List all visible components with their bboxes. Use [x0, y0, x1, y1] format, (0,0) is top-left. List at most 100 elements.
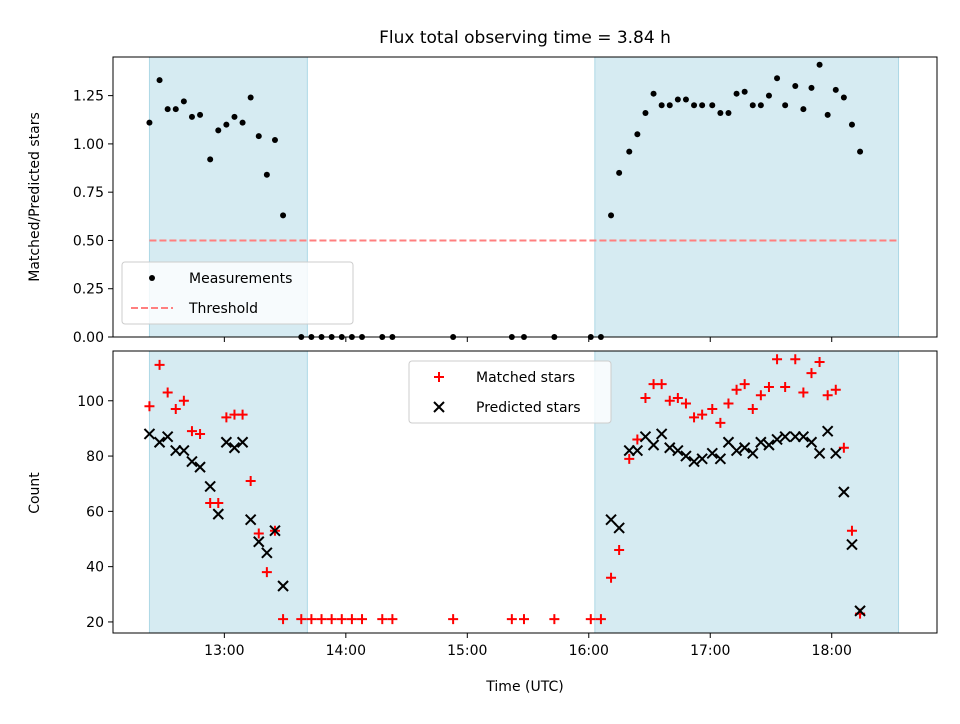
- predicted-star-marker: [244, 513, 257, 526]
- measurement-point: [642, 110, 649, 116]
- measurement-point: [682, 96, 689, 103]
- matched-star-marker: [170, 404, 181, 415]
- measurement-point: [626, 148, 633, 155]
- matched-star-marker: [253, 528, 264, 539]
- predicted-star-marker: [143, 428, 156, 440]
- measurement-point: [709, 102, 716, 109]
- matched-star-marker: [377, 614, 388, 625]
- predicted-star-marker: [204, 480, 216, 493]
- bottom-legend: Matched stars Predicted stars: [408, 360, 612, 424]
- legend-box: [408, 360, 612, 424]
- matched-star-marker: [846, 525, 857, 536]
- measurement-point: [674, 96, 681, 103]
- measurement-point: [280, 212, 287, 219]
- predicted-star-marker: [805, 436, 818, 448]
- measurement-point: [840, 94, 847, 101]
- y-tick-label: 60: [86, 504, 104, 520]
- measurement-point: [816, 61, 823, 68]
- predicted-star-marker: [161, 430, 174, 443]
- predicted-star-marker: [170, 444, 182, 457]
- measurement-point: [634, 131, 641, 138]
- matched-star-marker: [195, 428, 206, 439]
- legend-label: Measurements: [189, 271, 292, 287]
- measurement-point: [239, 119, 246, 126]
- predicted-star-marker: [623, 444, 635, 457]
- predicted-star-marker: [277, 580, 289, 592]
- matched-star-marker: [664, 395, 675, 406]
- measurement-point: [857, 148, 864, 155]
- matched-star-marker: [739, 379, 750, 390]
- predicted-star-marker: [771, 433, 783, 446]
- x-tick-label: 13:00: [204, 643, 244, 659]
- matched-star-marker: [448, 614, 459, 625]
- measurement-point: [792, 82, 799, 89]
- matched-star-marker: [245, 475, 256, 486]
- matched-star-marker: [261, 567, 272, 578]
- predicted-star-marker: [178, 444, 190, 457]
- predicted-star-marker: [738, 442, 751, 454]
- predicted-star-marker: [631, 444, 644, 457]
- predicted-star-marker: [269, 524, 281, 537]
- matched-star-marker: [822, 390, 833, 401]
- predicted-star-marker: [236, 436, 249, 448]
- measurement-point: [263, 171, 270, 178]
- measurement-point: [832, 86, 839, 93]
- measurement-point: [749, 102, 756, 109]
- predicted-star-marker: [696, 453, 708, 465]
- measurement-point: [164, 106, 171, 113]
- predicted-star-marker: [664, 442, 676, 454]
- predicted-star-marker: [680, 450, 692, 462]
- matched-star-marker: [221, 412, 232, 423]
- predicted-star-marker: [186, 455, 198, 468]
- matched-star-marker: [672, 393, 683, 403]
- matched-star-marker: [357, 614, 368, 625]
- predicted-star-marker: [613, 522, 625, 534]
- matched-star-marker: [296, 614, 307, 625]
- observing-window: [148, 350, 308, 634]
- measurement-point: [800, 106, 807, 113]
- y-tick-label: 1.25: [73, 89, 104, 105]
- matched-star-marker: [707, 404, 718, 415]
- matched-star-marker: [715, 417, 726, 428]
- matched-star-marker: [278, 614, 289, 625]
- matched-star-marker: [780, 381, 791, 392]
- x-axis-label: Time (UTC): [485, 679, 563, 695]
- matched-star-marker: [237, 409, 248, 420]
- legend-label: Predicted stars: [476, 400, 581, 416]
- matched-star-marker: [798, 387, 809, 398]
- predicted-star-marker: [730, 444, 743, 457]
- chart-title: Flux total observing time = 3.84 h: [379, 28, 671, 48]
- matched-star-marker: [518, 614, 529, 625]
- predicted-star-marker: [706, 447, 718, 460]
- matched-star-marker: [680, 398, 691, 409]
- predicted-star-marker: [838, 486, 850, 498]
- predicted-star-marker: [220, 436, 233, 448]
- predicted-star-marker: [797, 430, 810, 443]
- matched-star-marker: [595, 614, 606, 625]
- measurement-point: [733, 90, 740, 97]
- measurement-point: [824, 111, 831, 118]
- predicted-star-marker: [153, 436, 166, 448]
- measurement-point: [223, 121, 230, 128]
- top-axes-frame: [112, 56, 938, 338]
- predicted-star-marker: [647, 439, 660, 451]
- measurement-point: [741, 88, 748, 95]
- matched-star-marker: [213, 498, 224, 509]
- measurement-point: [808, 84, 815, 91]
- matched-star-marker: [336, 614, 347, 625]
- x-tick-label: 18:00: [812, 643, 852, 659]
- y-tick-label: 100: [77, 394, 104, 410]
- matched-star-marker: [723, 398, 734, 409]
- measurement-point: [215, 127, 222, 134]
- measurement-point: [180, 98, 187, 105]
- predicted-star-marker: [755, 436, 767, 448]
- measurement-point: [616, 169, 623, 176]
- y-tick-label: 20: [86, 615, 104, 631]
- matched-star-marker: [178, 395, 189, 406]
- measurement-point: [207, 156, 214, 163]
- measurement-point: [271, 137, 278, 144]
- matched-star-marker: [747, 404, 758, 415]
- predicted-star-marker: [655, 428, 668, 440]
- y-tick-label: 0.75: [73, 185, 104, 201]
- measurement-point: [247, 94, 254, 101]
